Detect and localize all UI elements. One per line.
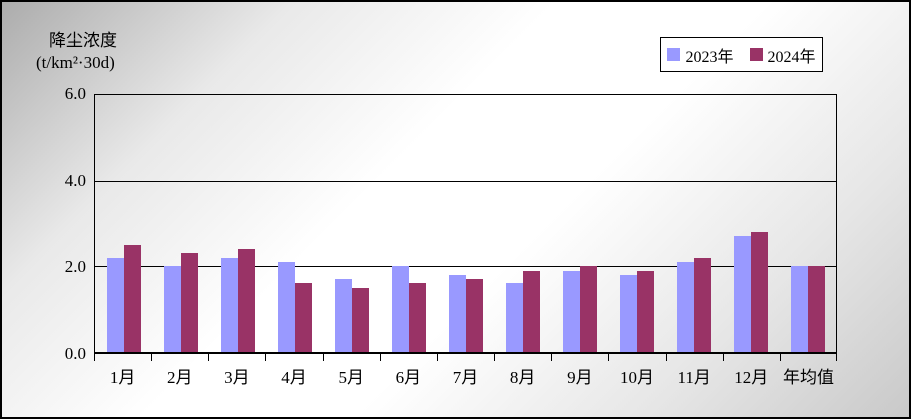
bar-2023年-6月 — [391, 266, 409, 352]
legend-item-2024年: 2024年 — [749, 43, 816, 67]
legend: 2023年 2024年 — [660, 37, 823, 72]
x-tick-mark — [551, 354, 553, 361]
bar-2024年-3月 — [237, 249, 255, 352]
bar-2023年-年均值 — [790, 266, 808, 352]
bar-group-6月 — [380, 95, 437, 352]
bar-2023年-3月 — [220, 257, 238, 352]
bar-2023年-9月 — [562, 270, 580, 352]
bar-group-9月 — [551, 95, 608, 352]
gridline-2 — [95, 266, 836, 268]
y-tick-label: 0.0 — [64, 344, 86, 363]
bar-2024年-6月 — [408, 283, 426, 352]
bar-group-2月 — [152, 95, 209, 352]
y-axis-title-line2: (t/km²·30d) — [36, 53, 115, 72]
bar-group-3月 — [209, 95, 266, 352]
x-tick-mark — [322, 354, 324, 361]
bar-2023年-2月 — [163, 266, 181, 352]
x-axis-label-7月: 7月 — [452, 368, 479, 387]
x-axis-label-12月: 12月 — [734, 368, 769, 387]
x-tick-mark — [94, 354, 95, 361]
plot-area — [94, 94, 837, 354]
legend-label: 2023年 — [685, 48, 734, 66]
bar-2024年-12月 — [750, 232, 768, 352]
bar-2024年-8月 — [522, 270, 540, 352]
bar-group-8月 — [494, 95, 551, 352]
bar-2024年-5月 — [351, 287, 369, 352]
legend-item-2023年: 2023年 — [667, 43, 734, 67]
bar-groups — [95, 95, 836, 352]
bar-2023年-7月 — [448, 274, 466, 352]
y-axis-labels: 0.0 2.0 4.0 6.0 — [2, 84, 86, 363]
x-tick-mark — [151, 354, 153, 361]
bar-2023年-8月 — [505, 283, 523, 352]
x-tick-mark — [608, 354, 610, 361]
bar-group-11月 — [665, 95, 722, 352]
bar-2023年-11月 — [676, 262, 694, 352]
bar-2023年-1月 — [106, 257, 124, 352]
bar-2024年-年均值 — [807, 266, 825, 352]
x-axis-label-11月: 11月 — [677, 368, 711, 387]
bar-2024年-9月 — [579, 266, 597, 352]
bar-2024年-11月 — [693, 257, 711, 352]
x-tick-mark — [722, 354, 724, 361]
bar-group-年均值 — [779, 95, 836, 352]
x-axis-label-3月: 3月 — [224, 368, 250, 387]
x-axis-labels: 1月 2月 3月 4月 5月 6月 7月 8月 9月 10月 11月 12月 年均值 — [94, 363, 837, 388]
x-axis-label-1月: 1月 — [109, 368, 136, 387]
bar-2023年-5月 — [334, 279, 352, 352]
y-tick-label: 6.0 — [64, 84, 86, 103]
bar-2023年-12月 — [733, 236, 751, 352]
x-tick-mark — [494, 354, 496, 361]
bar-2024年-1月 — [123, 244, 141, 352]
x-axis-label-2月: 2月 — [166, 368, 193, 387]
gridline-4 — [95, 180, 836, 182]
y-axis-title-line1: 降尘浓度 — [49, 31, 117, 50]
x-tick-mark — [436, 354, 438, 361]
bar-2024年-7月 — [465, 279, 483, 352]
x-axis-label-年均值: 年均值 — [782, 368, 834, 387]
legend-label: 2024年 — [767, 48, 816, 66]
x-axis-label-10月: 10月 — [619, 368, 654, 387]
bar-group-7月 — [437, 95, 494, 352]
bar-group-1月 — [95, 95, 152, 352]
bar-2024年-10月 — [636, 270, 654, 352]
x-axis-label-6月: 6月 — [395, 368, 422, 387]
x-axis-label-5月: 5月 — [338, 368, 364, 387]
bar-group-5月 — [323, 95, 380, 352]
bar-group-12月 — [722, 95, 779, 352]
bar-2023年-10月 — [619, 274, 637, 352]
x-tick-mark — [208, 354, 210, 361]
x-axis-ticks — [94, 354, 837, 361]
y-tick-label: 4.0 — [64, 170, 86, 190]
x-tick-mark — [836, 354, 837, 361]
x-axis-label-9月: 9月 — [567, 368, 593, 387]
legend-swatch-icon — [667, 48, 681, 61]
x-tick-mark — [379, 354, 381, 361]
x-tick-mark — [665, 354, 667, 361]
y-tick-label: 2.0 — [64, 257, 86, 277]
bar-2024年-4月 — [294, 283, 312, 352]
x-axis-label-4月: 4月 — [281, 368, 307, 387]
legend-swatch-icon — [749, 48, 763, 61]
bar-2024年-2月 — [180, 253, 198, 352]
bar-2023年-4月 — [277, 262, 295, 352]
y-axis-title: 降尘浓度 (t/km²·30d) — [36, 30, 117, 74]
x-tick-mark — [779, 354, 781, 361]
x-axis-label-8月: 8月 — [509, 368, 536, 387]
x-tick-mark — [265, 354, 267, 361]
bar-group-4月 — [266, 95, 323, 352]
bar-group-10月 — [608, 95, 665, 352]
